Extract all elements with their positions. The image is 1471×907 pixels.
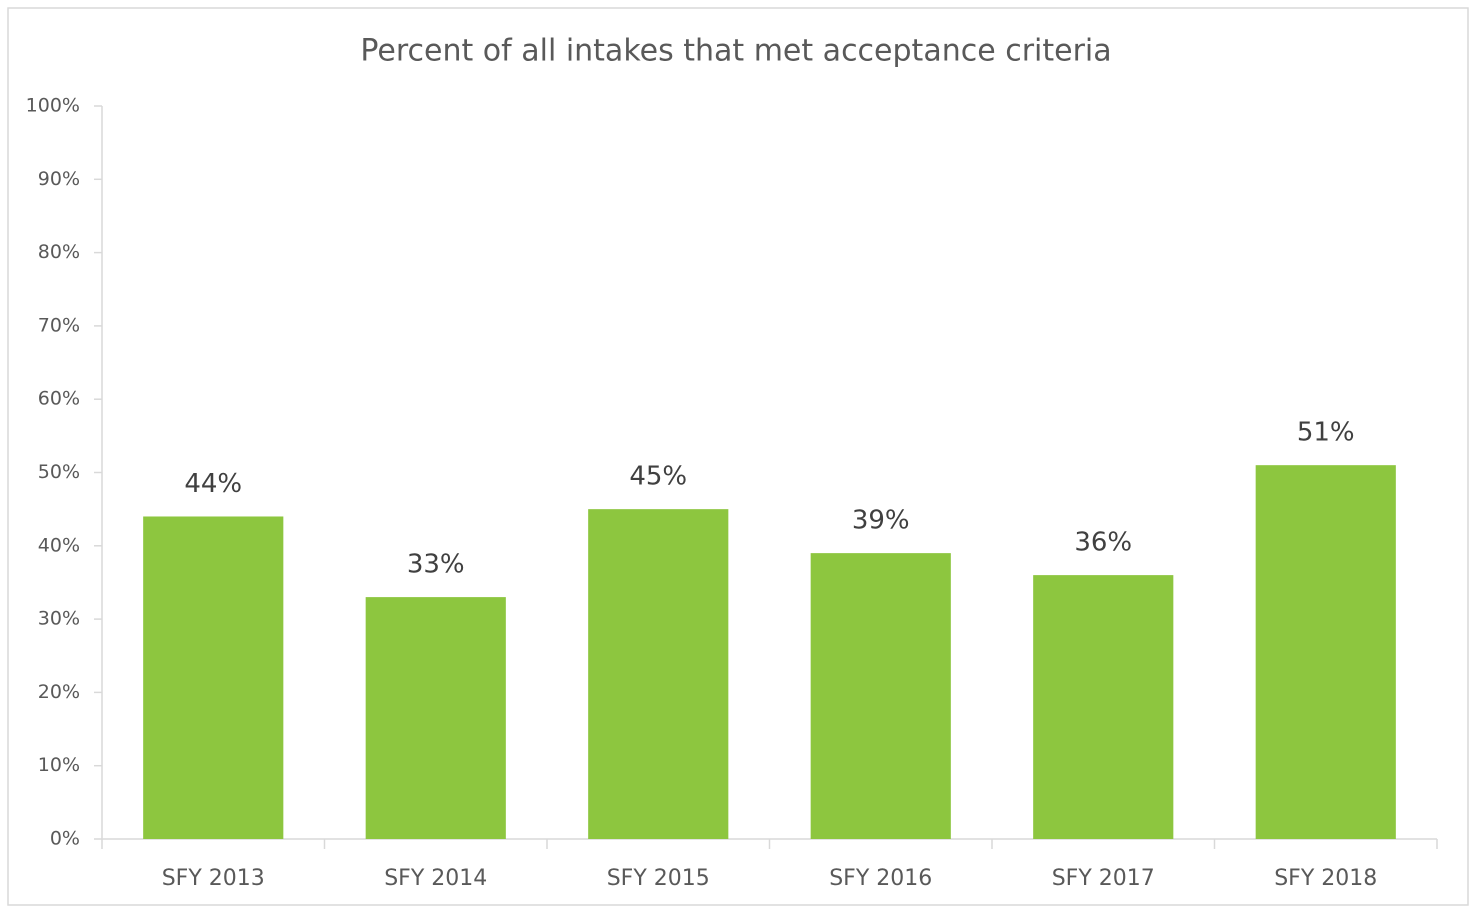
data-label: 33%: [407, 550, 465, 580]
bar: [588, 509, 729, 839]
data-label: 44%: [184, 469, 242, 499]
data-label: 36%: [1074, 528, 1132, 558]
chart-frame: [7, 7, 1469, 906]
x-tick-label: SFY 2014: [384, 866, 487, 891]
bar: [1033, 575, 1174, 839]
x-tick-label: SFY 2015: [607, 866, 710, 891]
y-tick-label: 50%: [38, 461, 80, 483]
x-tick-label: SFY 2017: [1052, 866, 1155, 891]
x-tick-label: SFY 2013: [162, 866, 265, 891]
y-tick-label: 90%: [38, 168, 80, 190]
y-tick-label: 80%: [38, 241, 80, 263]
y-tick-label: 40%: [38, 534, 80, 556]
y-tick-label: 60%: [38, 388, 80, 410]
bar: [810, 553, 951, 839]
y-tick-label: 30%: [38, 608, 80, 630]
y-tick-label: 70%: [38, 314, 80, 336]
bar: [143, 516, 284, 839]
data-label: 45%: [629, 462, 687, 492]
data-label: 51%: [1297, 418, 1355, 448]
y-tick-label: 0%: [50, 828, 80, 850]
y-tick-label: 10%: [38, 754, 80, 776]
y-tick-label: 20%: [38, 681, 80, 703]
chart-title: Percent of all intakes that met acceptan…: [360, 34, 1111, 69]
data-label: 39%: [852, 506, 910, 536]
x-tick-label: SFY 2016: [829, 866, 932, 891]
x-tick-label: SFY 2018: [1274, 866, 1377, 891]
bar: [365, 597, 506, 839]
bar: [1255, 465, 1396, 839]
y-tick-label: 100%: [26, 95, 80, 117]
